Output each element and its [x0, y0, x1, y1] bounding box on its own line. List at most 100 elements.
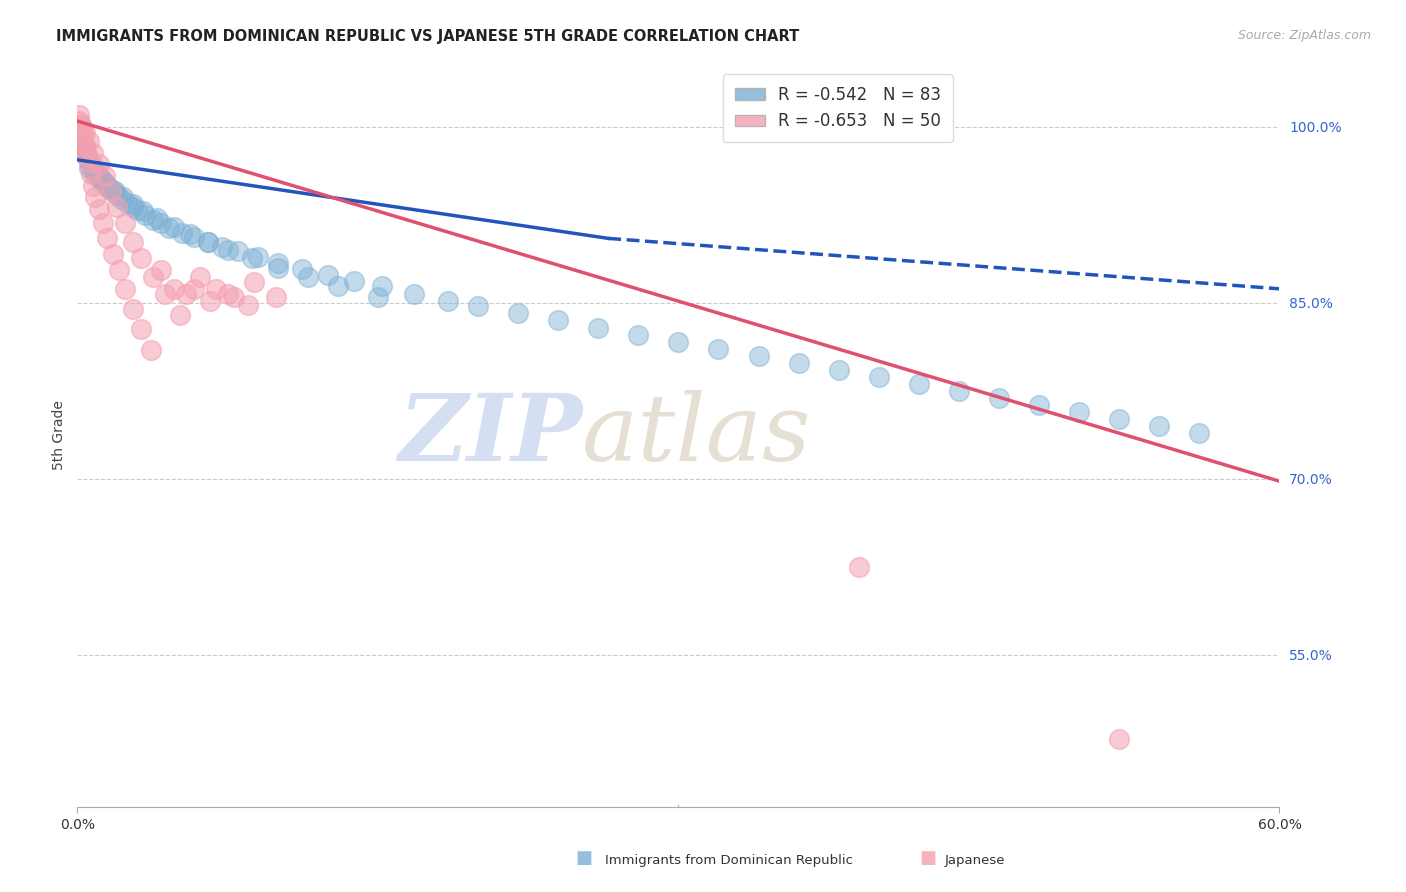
Point: [76, 148, 98, 162]
Point: [198, 293, 221, 308]
Point: [242, 275, 264, 289]
Point: [122, 235, 145, 249]
Point: [70, 122, 93, 136]
Point: [948, 384, 970, 398]
Point: [94, 169, 117, 184]
Point: [267, 256, 290, 270]
Point: [89, 202, 111, 216]
Point: [908, 376, 931, 391]
Point: [236, 298, 259, 312]
Point: [155, 286, 177, 301]
Point: [100, 185, 122, 199]
Point: [94, 176, 117, 190]
Point: [103, 246, 125, 260]
Point: [668, 334, 690, 349]
Point: [169, 308, 191, 322]
Point: [150, 263, 173, 277]
Point: [70, 118, 93, 132]
Point: [1188, 426, 1211, 441]
Point: [508, 306, 530, 320]
Point: [402, 286, 425, 301]
Point: [988, 391, 1011, 405]
Text: atlas: atlas: [582, 390, 811, 480]
Point: [75, 137, 97, 152]
Point: [264, 290, 287, 304]
Point: [1108, 412, 1130, 426]
Point: [82, 178, 104, 193]
Point: [72, 131, 94, 145]
Point: [134, 208, 156, 222]
Point: [142, 270, 165, 285]
Point: [75, 126, 97, 140]
Point: [72, 126, 94, 140]
Point: [1149, 419, 1171, 434]
Point: [75, 144, 97, 158]
Point: [67, 128, 90, 143]
Point: [297, 270, 319, 285]
Point: [367, 290, 389, 304]
Point: [72, 137, 94, 152]
Point: [67, 122, 90, 136]
Point: [343, 274, 366, 288]
Point: [112, 190, 135, 204]
Point: [183, 230, 205, 244]
Point: [75, 145, 97, 160]
Point: [183, 282, 205, 296]
Point: [122, 197, 145, 211]
Point: [246, 250, 269, 264]
Point: [107, 200, 129, 214]
Point: [127, 203, 149, 218]
Point: [868, 369, 890, 384]
Point: [90, 171, 112, 186]
Point: [93, 216, 115, 230]
Point: [84, 190, 107, 204]
Point: [70, 134, 93, 148]
Point: [79, 153, 101, 167]
Text: Immigrants from Dominican Republic: Immigrants from Dominican Republic: [605, 854, 852, 867]
Point: [162, 282, 184, 296]
Text: ZIP: ZIP: [398, 390, 582, 480]
Point: [1108, 732, 1130, 747]
Point: [122, 200, 145, 214]
Point: [217, 286, 239, 301]
Point: [82, 162, 104, 177]
Point: [197, 235, 219, 249]
Point: [170, 226, 193, 240]
Point: [80, 157, 103, 171]
Point: [93, 174, 115, 188]
Point: [122, 301, 145, 316]
Point: [159, 220, 181, 235]
Point: [80, 167, 103, 181]
Point: [96, 231, 118, 245]
Point: [80, 160, 103, 174]
Point: [82, 145, 104, 160]
Point: [76, 149, 98, 163]
Point: [131, 321, 153, 335]
Text: ■: ■: [575, 849, 592, 867]
Point: [162, 219, 184, 234]
Point: [107, 188, 129, 202]
Point: [79, 161, 101, 175]
Point: [84, 167, 107, 181]
Point: [67, 108, 90, 122]
Point: [79, 155, 101, 169]
Point: [467, 300, 489, 314]
Point: [132, 204, 155, 219]
Point: [70, 118, 93, 132]
Point: [211, 239, 233, 253]
Point: [114, 282, 136, 296]
Text: ■: ■: [920, 849, 936, 867]
Point: [84, 164, 107, 178]
Point: [371, 279, 394, 293]
Point: [226, 244, 249, 259]
Point: [627, 327, 650, 342]
Y-axis label: 5th Grade: 5th Grade: [52, 400, 66, 470]
Point: [547, 313, 569, 327]
Point: [188, 270, 211, 285]
Point: [707, 342, 730, 356]
Point: [179, 227, 201, 241]
Point: [1028, 398, 1050, 412]
Point: [316, 268, 339, 282]
Point: [222, 290, 245, 304]
Point: [267, 260, 290, 275]
